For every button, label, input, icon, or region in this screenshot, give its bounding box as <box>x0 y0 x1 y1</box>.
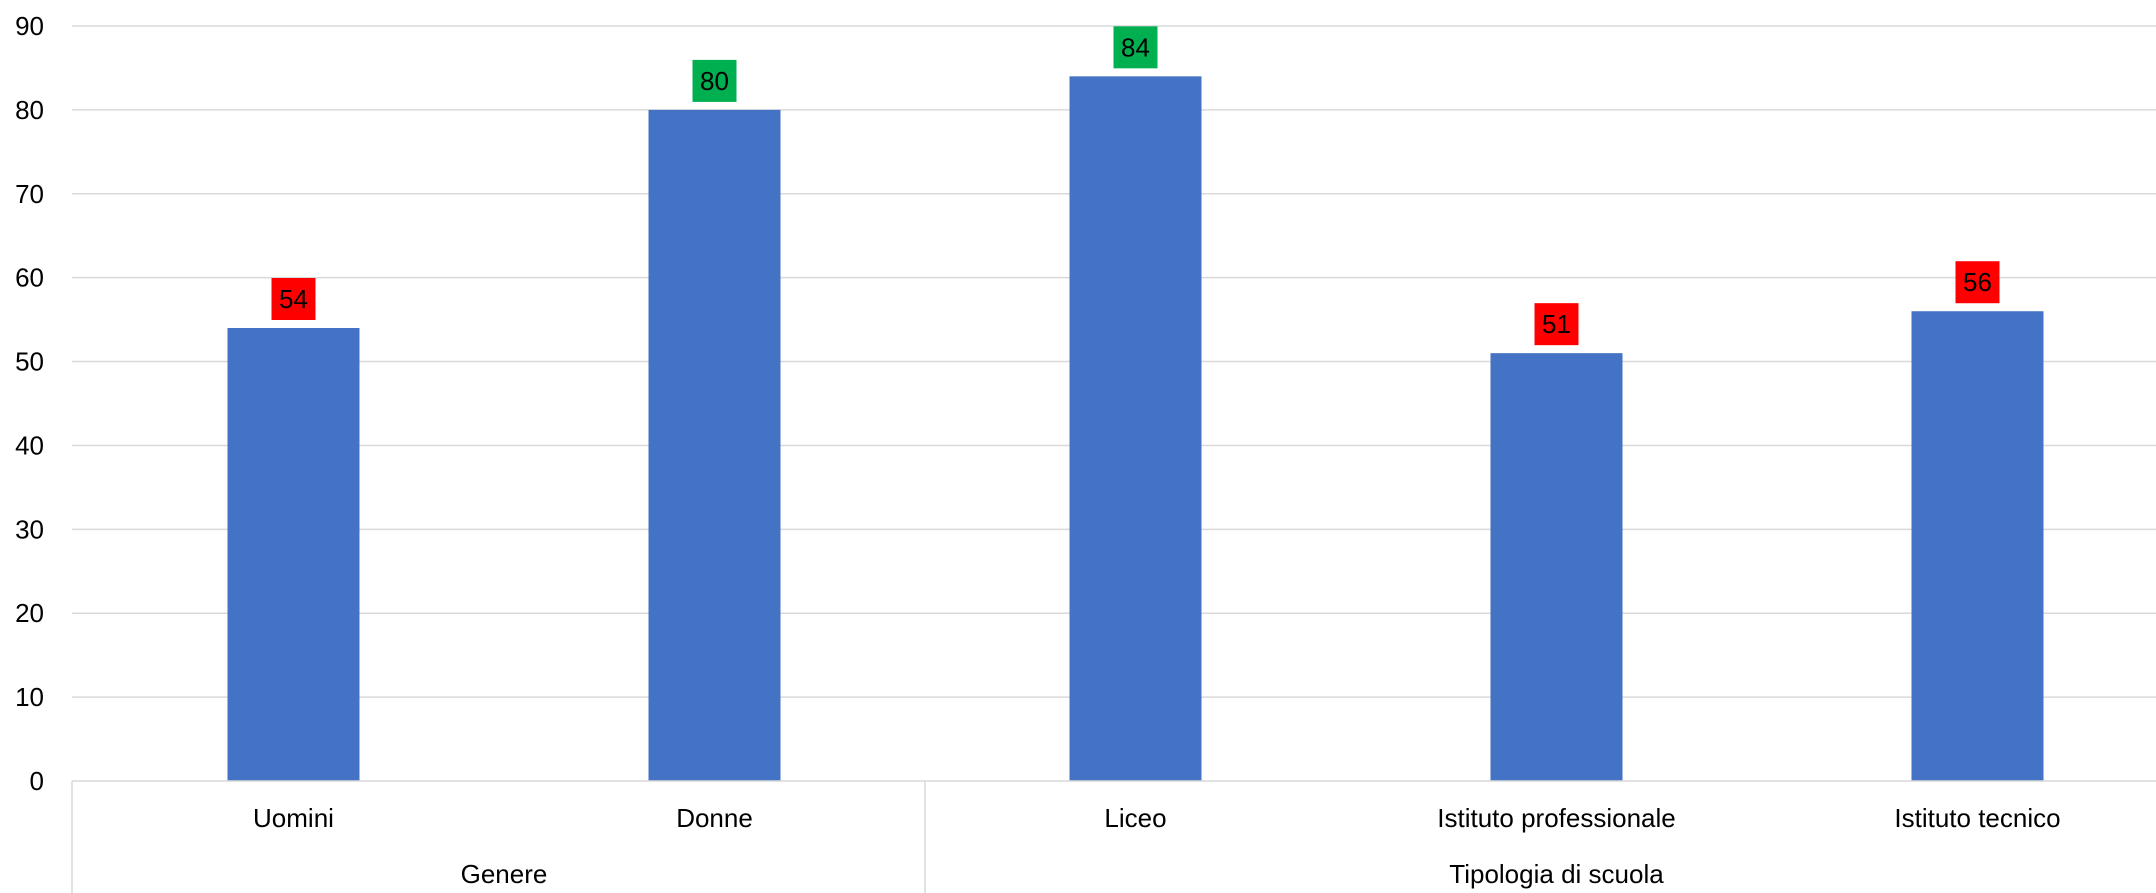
y-tick-label: 20 <box>15 598 44 628</box>
y-tick-label: 50 <box>15 347 44 377</box>
bar <box>1911 311 2044 781</box>
x-category-label: Uomini <box>253 803 334 833</box>
x-group-label: Tipologia di scuola <box>1449 859 1664 889</box>
bar <box>648 109 781 781</box>
y-tick-label: 40 <box>15 430 44 460</box>
bar <box>227 328 360 781</box>
data-label: 56 <box>1963 267 1992 297</box>
data-label: 54 <box>279 284 308 314</box>
bars <box>227 76 2044 782</box>
y-tick-label: 30 <box>15 514 44 544</box>
y-axis: 0 10 20 30 40 50 60 70 80 90 <box>15 11 44 796</box>
x-category-label: Istituto professionale <box>1437 803 1675 833</box>
x-group-label: Genere <box>461 859 548 889</box>
y-tick-label: 60 <box>15 263 44 293</box>
x-category-label: Donne <box>676 803 753 833</box>
data-label-box <box>692 59 737 102</box>
y-tick-label: 80 <box>15 95 44 125</box>
y-tick-label: 90 <box>15 11 44 41</box>
bar <box>1069 76 1202 782</box>
data-label-box <box>1113 26 1158 69</box>
x-axis: Uomini Donne Liceo Istituto professionale Is… <box>71 780 2156 893</box>
bar <box>1490 353 1623 781</box>
x-category-label: Istituto tecnico <box>1894 803 2060 833</box>
y-tick-label: 10 <box>15 682 44 712</box>
data-label-box <box>1955 261 2000 304</box>
data-label: 84 <box>1121 32 1150 62</box>
data-label: 51 <box>1542 309 1571 339</box>
y-tick-label: 70 <box>15 179 44 209</box>
y-tick-label: 0 <box>30 766 44 796</box>
data-label-box <box>1534 303 1579 346</box>
data-labels: 54 80 84 51 56 <box>271 26 2000 346</box>
x-category-label: Liceo <box>1104 803 1166 833</box>
data-label: 80 <box>700 66 729 96</box>
data-label-box <box>271 278 316 320</box>
